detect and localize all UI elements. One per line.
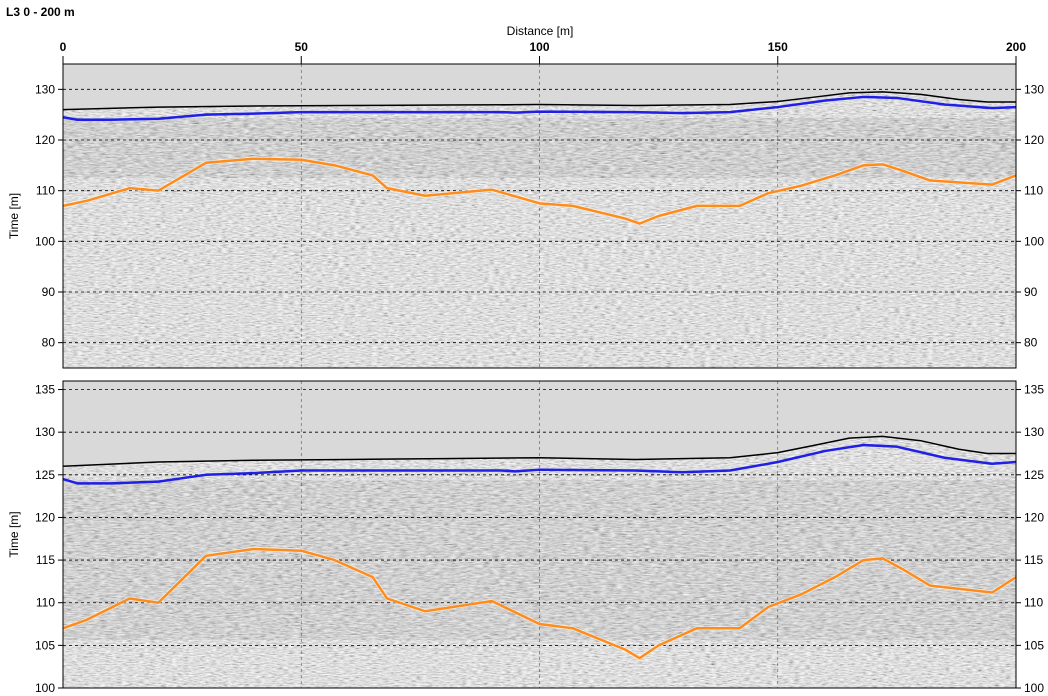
blue-horizon-line — [63, 95, 1016, 121]
y-axis-right-ticks: 100 105 110 115 120 125 130 135 — [1016, 383, 1044, 695]
y-tick-label: 100 — [1024, 234, 1044, 248]
y-tick-label: 100 — [35, 234, 55, 248]
y-tick-label: 100 — [1024, 681, 1044, 695]
x-tick-label: 100 — [529, 40, 549, 54]
y-tick-label: 115 — [1024, 553, 1043, 567]
y-tick-label: 135 — [1024, 383, 1044, 397]
gridlines — [63, 381, 1016, 688]
y-axis-left-ticks: 80 90 100 110 120 130 — [35, 82, 63, 350]
x-axis-label: Distance [m] — [507, 24, 574, 38]
y-axis-left-ticks: 100 105 110 115 120 125 130 135 — [35, 383, 63, 695]
radargram-panel-bottom: 100 105 110 115 120 125 130 135 100 105 110 115 120… — [7, 380, 1044, 695]
y-tick-label: 100 — [35, 681, 55, 695]
y-tick-label: 115 — [36, 553, 55, 567]
window-title: L3 0 - 200 m — [6, 5, 75, 19]
y-axis-label: Time [m] — [7, 511, 21, 557]
y-tick-label: 130 — [35, 425, 55, 439]
y-tick-label: 80 — [42, 336, 56, 350]
y-tick-label: 90 — [42, 285, 56, 299]
orange-horizon-line — [63, 547, 1016, 660]
y-tick-label: 130 — [1024, 425, 1044, 439]
horizon-lines — [63, 435, 1016, 661]
y-tick-label: 125 — [1024, 468, 1044, 482]
y-tick-label: 110 — [36, 596, 55, 610]
plot-frame — [62, 380, 1017, 689]
x-tick-label: 150 — [768, 40, 788, 54]
y-tick-label: 120 — [35, 510, 55, 524]
y-tick-label: 130 — [35, 82, 55, 96]
x-axis-ticks: 0 50 100 150 200 — [60, 40, 1026, 64]
plot-frame — [62, 63, 1017, 369]
y-tick-label: 110 — [36, 184, 55, 198]
y-axis-label: Time [m] — [7, 193, 21, 239]
ground-surface-line — [63, 91, 1016, 111]
air-region — [63, 64, 1016, 110]
y-tick-label: 130 — [1024, 82, 1044, 96]
y-tick-label: 105 — [1024, 638, 1044, 652]
y-tick-label: 120 — [1024, 510, 1044, 524]
x-tick-label: 200 — [1006, 40, 1026, 54]
y-tick-label: 120 — [1024, 133, 1044, 147]
y-tick-label: 90 — [1024, 285, 1038, 299]
blue-horizon-line — [63, 443, 1016, 485]
y-axis-right-ticks: 80 90 100 110 120 130 — [1016, 82, 1044, 350]
x-tick-label: 0 — [60, 40, 67, 54]
orange-horizon-line — [63, 157, 1016, 225]
y-tick-label: 80 — [1024, 336, 1038, 350]
ground-surface-line — [63, 435, 1016, 468]
horizon-lines — [63, 91, 1016, 226]
y-tick-label: 135 — [35, 383, 55, 397]
y-tick-label: 110 — [1024, 596, 1043, 610]
x-tick-label: 50 — [295, 40, 309, 54]
y-tick-label: 125 — [35, 468, 55, 482]
y-tick-label: 120 — [35, 133, 55, 147]
y-tick-label: 110 — [1024, 184, 1043, 198]
y-tick-label: 105 — [35, 638, 55, 652]
radargram-panel-top: 80 90 100 110 120 130 80 90 100 110 120 130 Time [… — [7, 63, 1044, 369]
gridlines — [63, 64, 1016, 368]
